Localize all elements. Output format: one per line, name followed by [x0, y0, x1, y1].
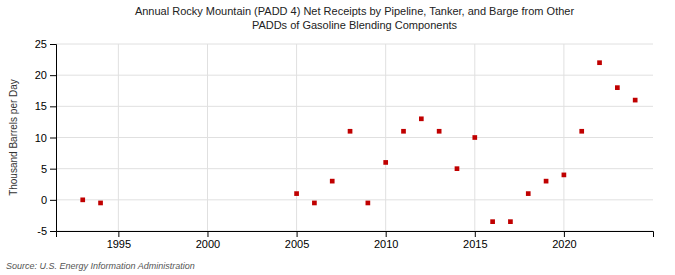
point [366, 201, 371, 206]
point [544, 179, 549, 184]
x-tick-mark [564, 231, 565, 237]
x-tick-label: 2005 [285, 238, 309, 250]
chart: 1995 2000 2005 2010 2015 2020 -5 0 5 10 15 20 25 Annu… [0, 0, 675, 275]
y-tick: 10 [35, 132, 56, 144]
x-tick-mark [475, 231, 476, 237]
y-tick-label: 5 [41, 163, 47, 175]
x-tick-mark [386, 231, 387, 237]
y-tick: 20 [35, 69, 56, 81]
x-tick: 2000 [196, 231, 220, 250]
grid-line [56, 44, 653, 45]
point [526, 191, 531, 196]
y-tick-mark [50, 138, 56, 139]
grid [56, 44, 653, 231]
y-tick-label: -5 [37, 225, 47, 237]
grid-line [56, 168, 653, 169]
x-tick: 2020 [552, 231, 576, 250]
grid-line [56, 75, 653, 76]
point [98, 201, 103, 206]
title: Annual Rocky Mountain (PADD 4) Net Recei… [135, 5, 575, 31]
y-tick-label: 25 [35, 38, 47, 50]
x-tick-label: 2000 [196, 238, 220, 250]
y-tick-mark [50, 44, 56, 45]
plot-area: 1995 2000 2005 2010 2015 2020 -5 0 5 10 15 20 25 [35, 38, 654, 250]
grid-line [56, 199, 653, 200]
y-tick-label: 15 [35, 100, 47, 112]
x-tick-mark [207, 231, 208, 237]
point [80, 197, 85, 202]
point [383, 160, 388, 165]
grid-line [56, 137, 653, 138]
y-tick-mark [50, 169, 56, 170]
source-note: Source: U.S. Energy Information Administ… [6, 261, 195, 271]
grid-line [56, 106, 653, 107]
x-axis: 1995 2000 2005 2010 2015 2020 [57, 231, 654, 250]
point [455, 166, 460, 171]
y-tick: 25 [35, 38, 56, 50]
x-tick-label: 2020 [552, 238, 576, 250]
point [597, 60, 602, 65]
x-tick: 2005 [285, 231, 309, 250]
y-tick-label: 20 [35, 69, 47, 81]
y-tick: 15 [35, 100, 56, 112]
y-tick: 0 [41, 194, 56, 206]
point [615, 85, 620, 90]
y-tick-label: 0 [41, 194, 47, 206]
point [419, 116, 424, 121]
y-tick-mark [50, 106, 56, 107]
point [633, 98, 638, 103]
y-axis-label: Thousand Barrels per Day [8, 79, 19, 196]
x-tick: 2015 [463, 231, 487, 250]
point [579, 129, 584, 134]
y-axis: -5 0 5 10 15 20 25 [35, 38, 57, 237]
points [80, 60, 637, 224]
y-axis-line [50, 45, 57, 232]
y-tick-mark [50, 231, 56, 232]
x-tick-label: 1995 [107, 238, 131, 250]
y-tick-mark [50, 75, 56, 76]
y-tick-label: 10 [35, 132, 47, 144]
point [401, 129, 406, 134]
y-tick: 5 [41, 163, 56, 175]
point [312, 201, 317, 206]
point [490, 219, 495, 224]
point [348, 129, 353, 134]
point [330, 179, 335, 184]
y-tick-mark [50, 200, 56, 201]
x-tick: 2010 [374, 231, 398, 250]
point [472, 135, 477, 140]
point [294, 191, 299, 196]
point [437, 129, 442, 134]
x-tick-mark [297, 231, 298, 237]
x-tick-mark [118, 231, 119, 237]
x-tick-label: 2015 [463, 238, 487, 250]
x-tick-label: 2010 [374, 238, 398, 250]
y-tick: -5 [37, 225, 56, 237]
x-tick: 1995 [107, 231, 131, 250]
x-axis-line [57, 232, 654, 238]
point [562, 173, 567, 178]
point [508, 219, 513, 224]
